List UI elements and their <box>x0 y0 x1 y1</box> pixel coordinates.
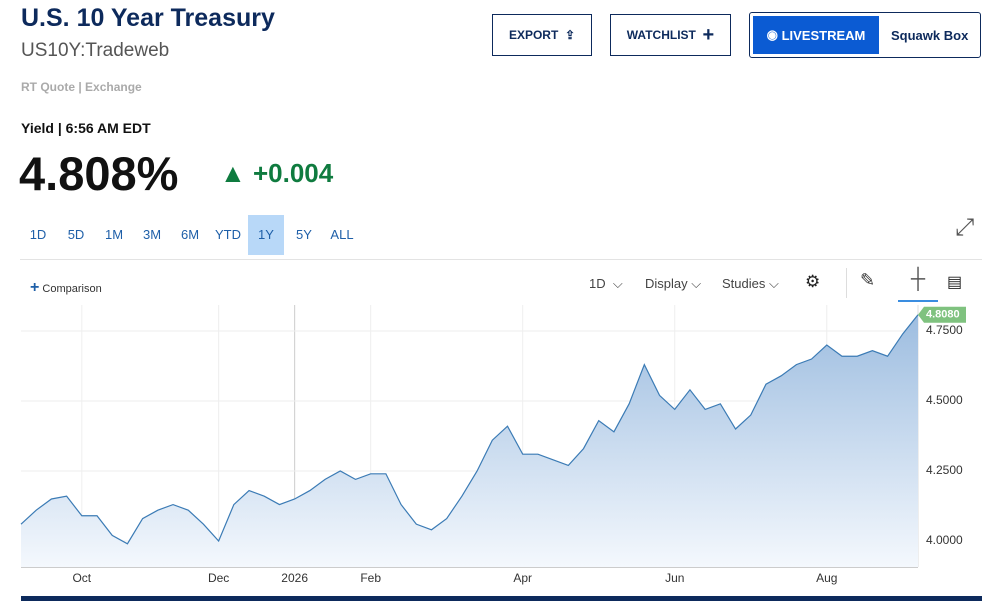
label: EXPORT <box>508 28 559 42</box>
title: U.S. 10 Year Treasury <box>21 4 275 32</box>
x-tick-label: Feb <box>360 571 381 585</box>
y-tick-label: 4.2500 <box>926 463 963 477</box>
display[interactable]: Display ⌵ <box>645 276 702 291</box>
y-tick-label: 4.0000 <box>926 533 963 547</box>
label: WATCHLIST <box>626 28 696 42</box>
source: RT Quote | Exchange <box>21 80 142 94</box>
range-tab[interactable]: 5Y <box>296 227 312 242</box>
text: LIVESTREAM <box>781 27 866 43</box>
range-tabs: 1D 5D 1M 3M 6M YTD 1Y 5Y ALL <box>20 215 362 255</box>
range-tab[interactable]: 6M <box>180 227 200 242</box>
expand-icon[interactable]: ⤢ <box>955 214 975 241</box>
comparison[interactable]: + Comparison <box>30 279 102 296</box>
last-value-label: 4.8080 <box>926 309 960 321</box>
x-tick-label: Aug <box>816 571 837 585</box>
draw-icon[interactable]: ✎ <box>860 270 876 290</box>
x-tick-label: Apr <box>513 571 532 585</box>
change: ▲ +0.004 <box>220 158 334 188</box>
watchlist-button[interactable]: WATCHLIST + <box>610 14 731 56</box>
label: Comparison <box>42 283 102 295</box>
livestream-button[interactable]: ◉ LIVESTREAM Squawk Box <box>749 12 981 58</box>
x-tick-label: Jun <box>665 571 684 585</box>
y-tick-label: 4.5000 <box>926 393 963 407</box>
x-tick-label: Dec <box>208 571 229 585</box>
live-label: ◉ LIVESTREAM <box>753 16 879 54</box>
label: Studies <box>722 276 766 291</box>
x-tick-label: 2026 <box>281 571 308 585</box>
price: 4.808% <box>19 147 179 200</box>
settings-icon[interactable]: ⚙ <box>805 272 821 291</box>
area <box>21 314 918 567</box>
range-tab[interactable]: 1D <box>29 227 47 242</box>
change-value: +0.004 <box>252 158 334 188</box>
interval[interactable]: 1D ⌵ <box>589 276 623 291</box>
range-tab[interactable]: ALL <box>330 227 354 242</box>
label: Display <box>645 276 688 291</box>
last-value-badge <box>918 306 966 323</box>
quote-time: Yield | 6:56 AM EDT <box>21 120 151 136</box>
range-tab[interactable]: YTD <box>215 227 241 242</box>
export-button[interactable]: EXPORT ⇪ <box>492 14 592 56</box>
comment-icon[interactable]: ▤ <box>947 274 963 291</box>
separator <box>846 268 847 298</box>
range-tab[interactable]: 1M <box>104 227 124 242</box>
footer-bar <box>21 596 982 601</box>
symbol: US10Y:Tradeweb <box>21 40 170 61</box>
range-tab[interactable]: 1Y <box>248 215 284 255</box>
crosshair-icon[interactable]: ┼ <box>898 268 938 302</box>
line <box>20 314 919 545</box>
studies[interactable]: Studies ⌵ <box>722 276 779 291</box>
label: 1D <box>589 276 606 291</box>
squawk: Squawk Box <box>891 27 969 43</box>
divider <box>20 259 982 260</box>
range-tab[interactable]: 3M <box>142 227 162 242</box>
range-tab[interactable]: 5D <box>67 227 85 242</box>
y-tick-label: 4.7500 <box>926 323 963 337</box>
x-tick-label: Oct <box>72 571 91 585</box>
